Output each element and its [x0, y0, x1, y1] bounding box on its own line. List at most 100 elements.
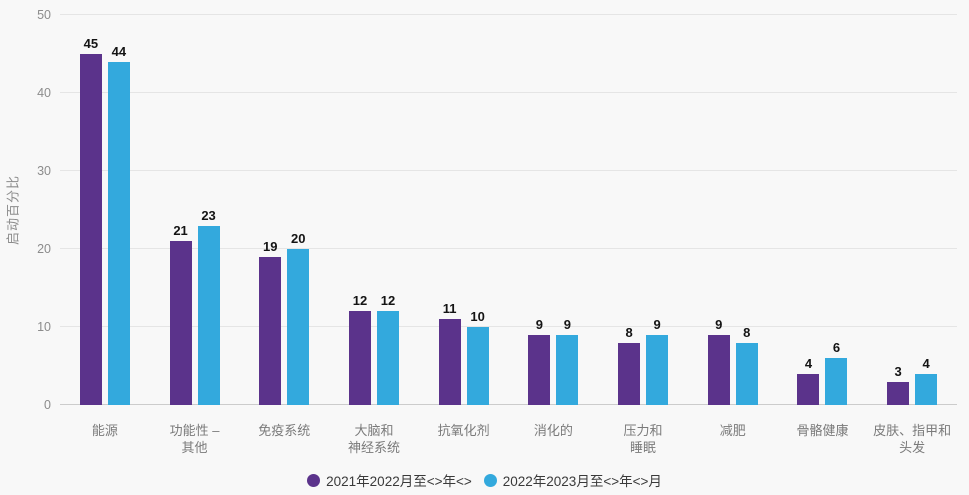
bar-series-2[interactable] — [556, 334, 579, 405]
value-label: 19 — [263, 238, 278, 254]
category-label: 能源 — [91, 423, 118, 438]
bar-wrap: 9 — [707, 15, 730, 405]
gridline-50 — [60, 14, 957, 15]
bar-series-1[interactable] — [79, 54, 102, 405]
bar-wrap: 9 — [646, 15, 669, 405]
bar-group: 4 6 骨骼健康 — [778, 15, 868, 438]
value-label: 3 — [894, 363, 902, 379]
category-label: 抗氧化剂 — [437, 423, 490, 438]
bars: 11 10 — [438, 15, 489, 405]
value-label: 8 — [743, 324, 751, 340]
category-label: 免疫系统 — [258, 423, 311, 438]
bar-series-2[interactable] — [466, 327, 489, 405]
value-label: 9 — [563, 316, 571, 332]
bar-wrap: 20 — [287, 15, 310, 405]
bar-group: 9 9 消化的 — [509, 15, 599, 438]
y-tick-label: 0 — [44, 398, 51, 412]
legend-marker-icon — [483, 473, 497, 487]
gridline-20 — [60, 248, 957, 249]
bar-wrap: 11 — [438, 15, 461, 405]
category-label: 减肥 — [719, 423, 746, 438]
bar-group: 19 20 免疫系统 — [239, 15, 329, 438]
category-label: 骨骼健康 — [796, 423, 849, 438]
y-tick-label: 30 — [37, 164, 51, 178]
bar-series-2[interactable] — [107, 61, 130, 405]
bar-group: 21 23 功能性 – 其他 — [150, 15, 240, 455]
value-label: 21 — [173, 223, 188, 239]
bar-series-2[interactable] — [287, 249, 310, 405]
bar-series-2[interactable] — [376, 311, 399, 405]
bar-series-2[interactable] — [915, 373, 938, 405]
legend-label: 2022年2023月至<>年<>月 — [502, 474, 662, 489]
category-label: 功能性 – 其他 — [169, 423, 220, 455]
bar-wrap: 8 — [735, 15, 758, 405]
bar-series-1[interactable] — [348, 311, 371, 405]
bar-series-1[interactable] — [887, 381, 910, 405]
bar-wrap: 21 — [169, 15, 192, 405]
bar-wrap: 19 — [259, 15, 282, 405]
category-label: 消化的 — [533, 423, 573, 438]
bar-wrap: 4 — [797, 15, 820, 405]
y-tick-label: 50 — [37, 8, 51, 22]
category-label: 大脑和 神经系统 — [347, 423, 400, 455]
bars: 45 44 — [79, 15, 130, 405]
bar-series-2[interactable] — [735, 342, 758, 405]
bar-series-2[interactable] — [197, 225, 220, 405]
value-label: 9 — [715, 316, 723, 332]
bar-group: 3 4 皮肤、指甲和 头发 — [867, 15, 957, 455]
value-label: 4 — [804, 355, 813, 371]
bar-series-2[interactable] — [646, 334, 669, 405]
value-label: 12 — [352, 293, 368, 309]
bar-series-1[interactable] — [707, 334, 730, 405]
gridline-10 — [60, 326, 957, 327]
bar-groups: 45 44 能源 21 23 功能性 – 其他 19 20 免疫系统 12 12 大脑和 神经系统 11… — [60, 15, 957, 455]
bar-group: 11 10 抗氧化剂 — [419, 15, 509, 438]
bar-series-1[interactable] — [438, 319, 461, 405]
bar-series-2[interactable] — [825, 358, 848, 405]
bar-wrap: 23 — [197, 15, 220, 405]
legend-label: 2021年2022月至<>年<> — [326, 474, 472, 489]
bar-series-1[interactable] — [169, 241, 192, 405]
y-tick-label: 10 — [37, 320, 51, 334]
bar-series-1[interactable] — [618, 342, 641, 405]
bar-wrap: 12 — [376, 15, 399, 405]
bar-wrap: 8 — [618, 15, 641, 405]
bar-group: 12 12 大脑和 神经系统 — [329, 15, 419, 455]
bar-wrap: 45 — [79, 15, 102, 405]
value-label: 4 — [922, 355, 930, 371]
category-label: 皮肤、指甲和 头发 — [873, 423, 952, 455]
gridline-40 — [60, 92, 957, 93]
gridline-0 — [60, 404, 957, 405]
bar-series-1[interactable] — [259, 256, 282, 405]
value-label: 8 — [625, 324, 633, 340]
legend-item-series-2[interactable]: 2022年2023月至<>年<>月 — [483, 470, 662, 490]
bar-group: 9 8 减肥 — [688, 15, 778, 438]
y-axis-title: 启动百分比 — [5, 174, 21, 246]
bar-group: 8 9 压力和 睡眠 — [598, 15, 688, 455]
value-label: 10 — [470, 309, 485, 324]
value-label: 23 — [201, 207, 216, 223]
bar-wrap: 12 — [348, 15, 371, 405]
gridline-30 — [60, 170, 957, 171]
bar-wrap: 6 — [825, 15, 848, 405]
value-label: 45 — [83, 36, 99, 51]
bar-series-1[interactable] — [528, 334, 551, 405]
value-label: 12 — [380, 293, 396, 309]
bar-series-1[interactable] — [797, 373, 820, 405]
bar-wrap: 9 — [528, 15, 551, 405]
bar-group: 45 44 能源 — [60, 15, 150, 438]
bar-wrap: 10 — [466, 15, 489, 405]
value-label: 11 — [442, 301, 457, 317]
category-label: 压力和 睡眠 — [623, 423, 663, 455]
legend-item-series-1[interactable]: 2021年2022月至<>年<> — [307, 470, 472, 490]
y-tick-label: 40 — [37, 86, 51, 100]
bars: 19 20 — [259, 15, 310, 405]
bar-wrap: 4 — [915, 15, 938, 405]
value-label: 9 — [535, 316, 543, 332]
